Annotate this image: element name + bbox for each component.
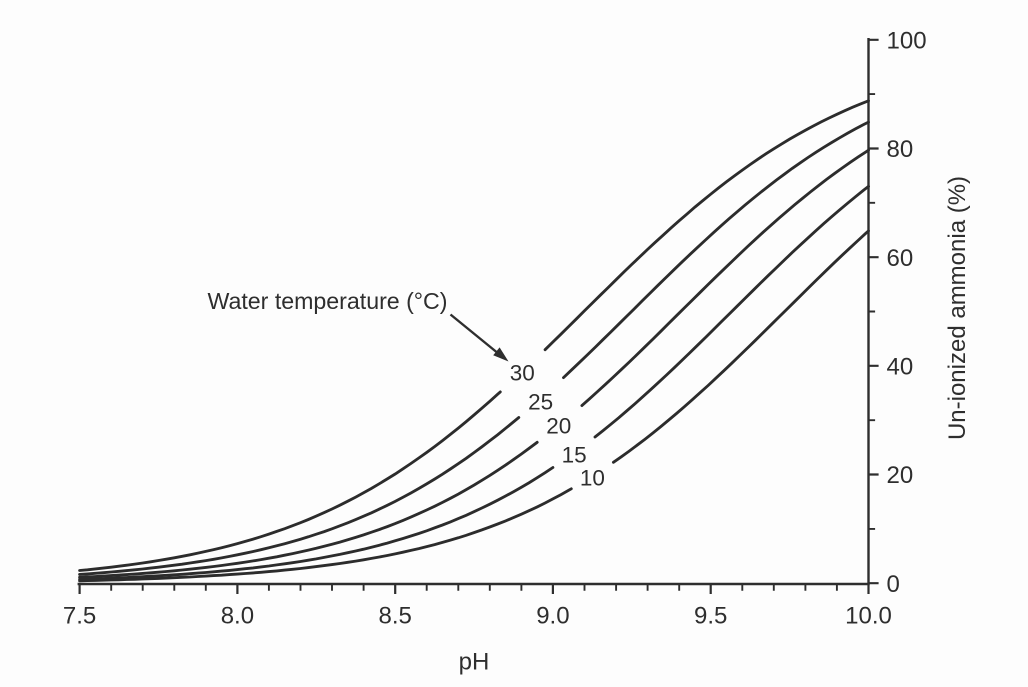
svg-text:100: 100 — [887, 27, 927, 54]
svg-text:60: 60 — [887, 245, 914, 272]
svg-text:Un-ionized ammonia (%): Un-ionized ammonia (%) — [944, 176, 971, 440]
svg-text:80: 80 — [887, 136, 914, 163]
svg-text:10.0: 10.0 — [845, 603, 892, 630]
svg-text:pH: pH — [459, 649, 490, 676]
svg-text:40: 40 — [887, 353, 914, 380]
svg-text:20: 20 — [546, 414, 571, 439]
svg-text:15: 15 — [562, 442, 587, 467]
svg-text:9.5: 9.5 — [694, 603, 727, 630]
svg-text:8.0: 8.0 — [221, 603, 254, 630]
svg-text:7.5: 7.5 — [63, 603, 96, 630]
svg-text:30: 30 — [510, 361, 535, 386]
svg-text:25: 25 — [528, 390, 553, 415]
svg-text:10: 10 — [580, 466, 605, 491]
svg-text:0: 0 — [887, 571, 900, 598]
svg-text:9.0: 9.0 — [536, 603, 569, 630]
svg-text:8.5: 8.5 — [379, 603, 412, 630]
svg-text:20: 20 — [887, 462, 914, 489]
svg-text:Water temperature (°C): Water temperature (°C) — [208, 288, 448, 314]
